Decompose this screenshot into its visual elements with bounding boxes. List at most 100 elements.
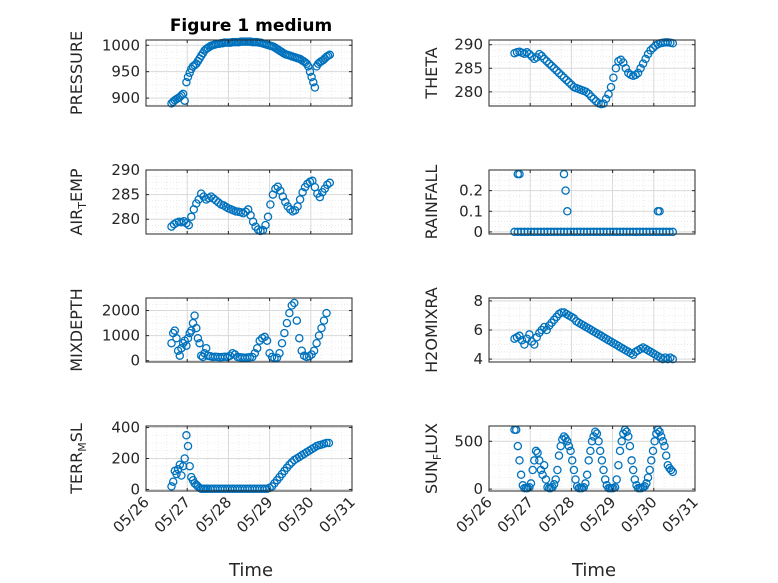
data-point [542,325,551,335]
data-point [192,323,201,333]
data-point [564,78,574,87]
data-point [535,456,544,465]
data-point [544,59,554,68]
data-point [261,220,270,230]
data-point [280,328,289,338]
data-point [309,77,318,87]
y-tick-label: 6 [473,321,483,339]
data-point [586,92,596,101]
data-point [648,446,658,456]
data-point [285,460,294,469]
y-tick-label: 290 [454,36,483,54]
data-point [314,331,324,340]
x-tick-label: 05/27 [151,493,194,536]
y-tick-label: 290 [111,161,140,179]
data-point [586,446,595,456]
data-point [513,441,523,451]
data-point [563,437,572,446]
y-tick-label: 0 [473,480,483,498]
data-point [522,48,532,57]
data-point [309,346,319,355]
data-point [547,61,556,71]
data-point [658,437,668,446]
data-point [282,318,292,328]
y-axis-label: H2OMIXRA [422,287,441,373]
data-point [614,460,623,470]
data-point [325,50,335,60]
axes-box [145,297,353,363]
subplot-rainfall: 0 0.1 0.2 RAINFALL [422,165,696,241]
data-point [584,456,593,465]
data-point [604,89,613,99]
data-point [617,437,626,446]
data-point [609,73,618,82]
data-point [557,308,566,317]
data-point [595,446,605,456]
data-point [325,178,335,188]
x-tick-label: 05/28 [535,493,578,536]
data-point [552,66,561,75]
y-tick-label: 0 [130,480,140,498]
data-point [287,301,297,310]
data-point [553,465,562,475]
y-tick-label: 2000 [102,302,140,320]
data-point [319,316,329,325]
data-point [668,467,678,477]
data-point [295,195,305,204]
data-point [182,218,191,228]
data-point [304,351,314,361]
data-point [630,475,640,484]
data-point [285,205,295,214]
data-point [581,87,591,97]
x-tick-label: 05/29 [233,493,276,536]
y-axis-label: PRESSURE [67,31,86,115]
axes-box [145,39,353,107]
data-point [594,437,603,446]
data-point [182,77,191,87]
figure-title: Figure 1 medium [170,16,332,36]
data-point [665,227,674,237]
x-tick-label: 05/27 [494,493,537,536]
data-point [541,475,551,484]
y-tick-label: 0.2 [459,182,483,200]
data-point [525,330,534,339]
data-point [185,461,194,471]
y-tick-label: 200 [111,450,140,468]
data-point [668,227,678,237]
data-point [322,308,331,318]
data-point [297,346,306,355]
data-point [515,456,524,465]
y-tick-label: 0.1 [459,202,483,220]
y-tick-label: 950 [111,63,140,81]
data-point [531,446,541,456]
data-point [599,465,608,475]
data-point [262,336,272,345]
data-point [515,331,524,341]
data-point [554,451,564,460]
data-point [167,482,176,491]
data-point [625,441,635,451]
data-point [535,49,544,59]
data-point [317,323,326,333]
data-point [554,68,564,78]
data-point [183,72,193,82]
data-point [172,469,181,479]
data-point [633,68,643,78]
data-point [647,456,656,465]
x-axis-label-left: Time [228,560,273,581]
data-point [591,427,600,436]
data-point [564,441,574,451]
data-point [566,446,575,456]
data-point [562,75,571,85]
data-point [551,475,560,484]
x-axis-label-right: Time [571,560,616,581]
data-point [275,348,284,358]
data-point [312,338,321,348]
data-point [263,212,273,222]
data-point [230,350,240,359]
data-point [621,64,631,73]
data-point [285,308,294,318]
